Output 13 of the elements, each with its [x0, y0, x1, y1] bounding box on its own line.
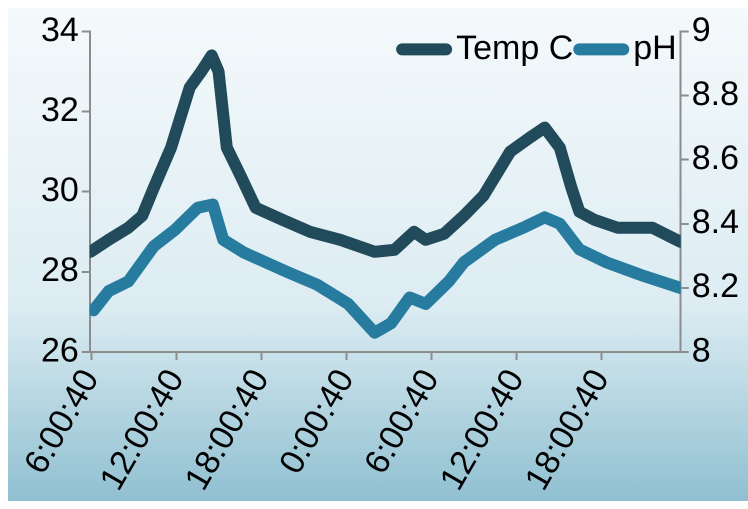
y2-tick-label: 8.8 — [692, 74, 739, 113]
y-tick-label: 30 — [40, 171, 79, 210]
legend-label: Temp C — [456, 28, 574, 67]
y-tick-label: 28 — [40, 251, 79, 290]
y-tick-label: 26 — [40, 331, 79, 370]
y-tick-label: 34 — [40, 10, 79, 49]
y2-tick-label: 8.4 — [692, 203, 739, 242]
y-tick-label: 32 — [40, 90, 79, 129]
y2-tick-label: 8.2 — [692, 267, 739, 306]
y2-tick-label: 8 — [692, 331, 711, 370]
legend-label: pH — [633, 28, 677, 67]
y2-tick-label: 8.6 — [692, 139, 739, 178]
y2-tick-label: 9 — [692, 10, 711, 49]
